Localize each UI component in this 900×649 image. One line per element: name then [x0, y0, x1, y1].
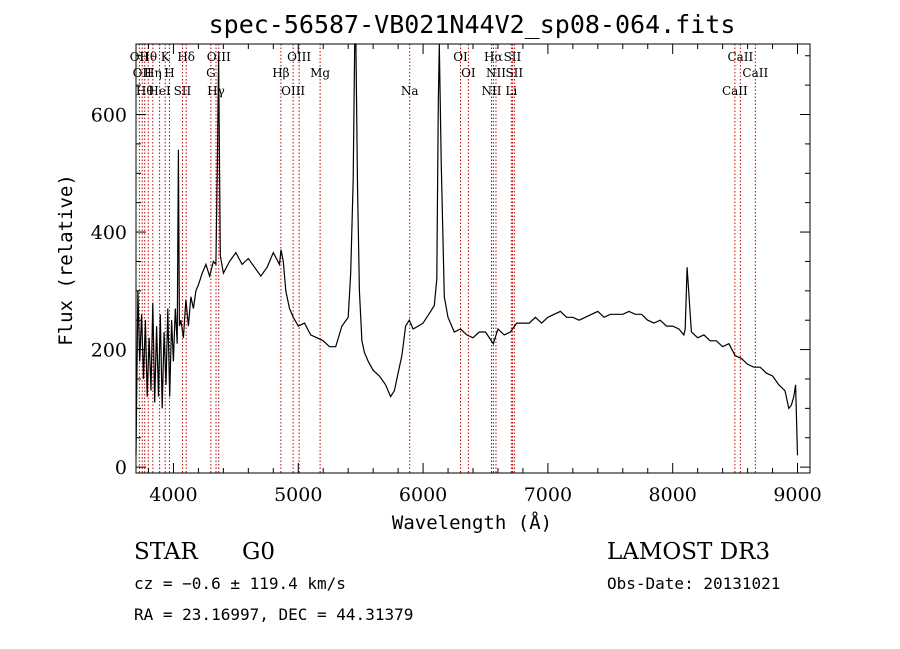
line-marker-label: OII — [130, 50, 150, 64]
line-marker-label: Hα — [484, 50, 503, 64]
redshift-velocity: cz = −0.6 ± 119.4 km/s — [134, 574, 346, 593]
x-tick-label: 4000 — [149, 484, 197, 506]
y-tick-label: 200 — [91, 340, 127, 362]
line-marker-label: Hθ — [136, 84, 154, 98]
line-marker-label: CaII — [727, 50, 753, 64]
x-tick-label: 8000 — [649, 484, 697, 506]
x-tick-label: 5000 — [274, 484, 322, 506]
line-marker-label: SII — [504, 50, 522, 64]
line-marker-label: K — [161, 50, 171, 64]
spectral-subclass: G0 — [242, 539, 275, 565]
line-marker-label: CaII — [722, 84, 748, 98]
y-tick-label: 0 — [115, 457, 127, 479]
y-tick-label: 600 — [91, 105, 127, 127]
chart-title: spec-56587-VB021N44V2_sp08-064.fits — [209, 10, 736, 39]
line-marker-label: Hγ — [207, 84, 225, 98]
spectrum-line — [135, 43, 799, 456]
line-marker-label: Li — [505, 84, 517, 98]
plot-frame — [135, 43, 811, 474]
line-marker-label: Na — [401, 84, 419, 98]
object-class: STAR — [134, 539, 198, 565]
line-marker-label: G — [206, 66, 216, 80]
y-axis-ticks: 0 200 400 600 — [91, 55, 810, 479]
line-marker-label: OI — [453, 50, 468, 64]
y-axis-label: Flux (relative) — [55, 174, 77, 346]
x-tick-label: 6000 — [399, 484, 447, 506]
line-marker-label: OIII — [287, 50, 311, 64]
sky-coordinates: RA = 23.16997, DEC = 44.31379 — [134, 605, 413, 624]
line-marker-label: Hδ — [177, 50, 195, 64]
line-marker-label: NII — [486, 66, 506, 80]
line-marker-label: OIII — [281, 84, 305, 98]
line-marker-label: Hβ — [272, 66, 289, 80]
x-axis-label: Wavelength (Å) — [392, 511, 552, 534]
x-axis-ticks: 4000 5000 6000 7000 8000 9000 — [147, 44, 822, 506]
line-marker-label: Mg — [310, 66, 330, 80]
line-marker-label: Hη — [144, 66, 162, 80]
y-tick-label: 400 — [91, 222, 127, 244]
spectral-line-markers — [138, 44, 756, 473]
observation-date: Obs-Date: 20131021 — [607, 574, 780, 593]
line-marker-label: NII — [481, 84, 501, 98]
survey-name: LAMOST DR3 — [607, 539, 770, 565]
line-marker-label: CaII — [742, 66, 768, 80]
line-marker-label: Hθ — [139, 50, 157, 64]
x-tick-label: 9000 — [773, 484, 821, 506]
line-marker-label: SII — [505, 66, 523, 80]
line-marker-label: HeI — [148, 84, 171, 98]
line-marker-label: OII — [133, 66, 153, 80]
line-marker-label: H — [164, 66, 174, 80]
line-marker-label: OI — [461, 66, 476, 80]
spectral-line-labels: OIIOIIHθHθHηHeIKHSIIHδGHγOIIIHβOIIIOIIIM… — [130, 50, 769, 98]
x-tick-label: 7000 — [524, 484, 572, 506]
line-marker-label: SII — [174, 84, 192, 98]
